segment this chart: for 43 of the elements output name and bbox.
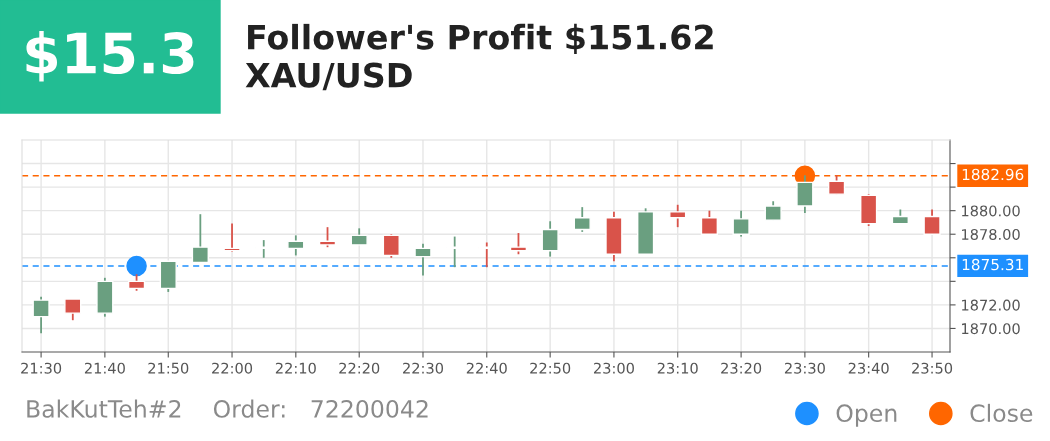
text: $15.3	[26, 31, 194, 82]
x-tick-label: 22:50	[530, 362, 571, 374]
candlestick	[32, 295, 50, 335]
candlestick	[923, 208, 941, 236]
x-tick-label: 22:40	[466, 362, 507, 374]
candlestick	[541, 220, 559, 258]
x-tick-label: 23:00	[593, 362, 634, 374]
ref-line-label: 1882.96	[962, 168, 1024, 181]
x-tick-label: 23:50	[912, 362, 953, 374]
ref-line-label: 1875.31	[962, 258, 1023, 271]
x-tick-label: 21:40	[84, 362, 125, 374]
candlestick	[700, 209, 719, 236]
candlestick	[573, 206, 591, 233]
legend-label: Close	[970, 403, 1033, 423]
x-tick-label: 21:50	[148, 362, 189, 374]
x-tick-label: 23:30	[784, 362, 825, 374]
x-tick-label: 22:10	[275, 362, 316, 374]
candlestick	[764, 200, 782, 221]
x-tick-label: 22:00	[212, 362, 253, 374]
candlestick	[318, 226, 337, 249]
chart-title: Follower's Profit $151.62	[248, 23, 713, 55]
y-tick-label: 1878.00	[962, 228, 1020, 240]
candlestick	[669, 203, 687, 229]
chart-subtitle: XAU/USD	[245, 62, 412, 91]
x-tick-label: 22:20	[339, 362, 380, 374]
x-tick-label: 21:30	[21, 362, 62, 374]
y-tick-label: 1872.00	[962, 299, 1020, 311]
candlestick	[509, 232, 528, 256]
x-tick-label: 23:40	[848, 362, 889, 374]
legend-label: Open	[836, 404, 897, 427]
y-tick-label: 1880.00	[962, 205, 1020, 217]
candlestick	[287, 234, 305, 257]
candlestick	[191, 213, 209, 264]
x-tick-label: 22:30	[403, 362, 444, 374]
y-tick-label: 1870.00	[962, 323, 1020, 335]
candlestick	[827, 174, 846, 196]
candlestick	[732, 209, 750, 238]
x-tick-label: 23:10	[657, 362, 698, 374]
text: BakKutTeh#2 Order: 72200042	[27, 399, 428, 418]
candlestick	[64, 298, 82, 322]
candlestick	[382, 233, 400, 259]
x-tick-label: 23:20	[721, 362, 762, 374]
candlestick	[414, 242, 432, 277]
